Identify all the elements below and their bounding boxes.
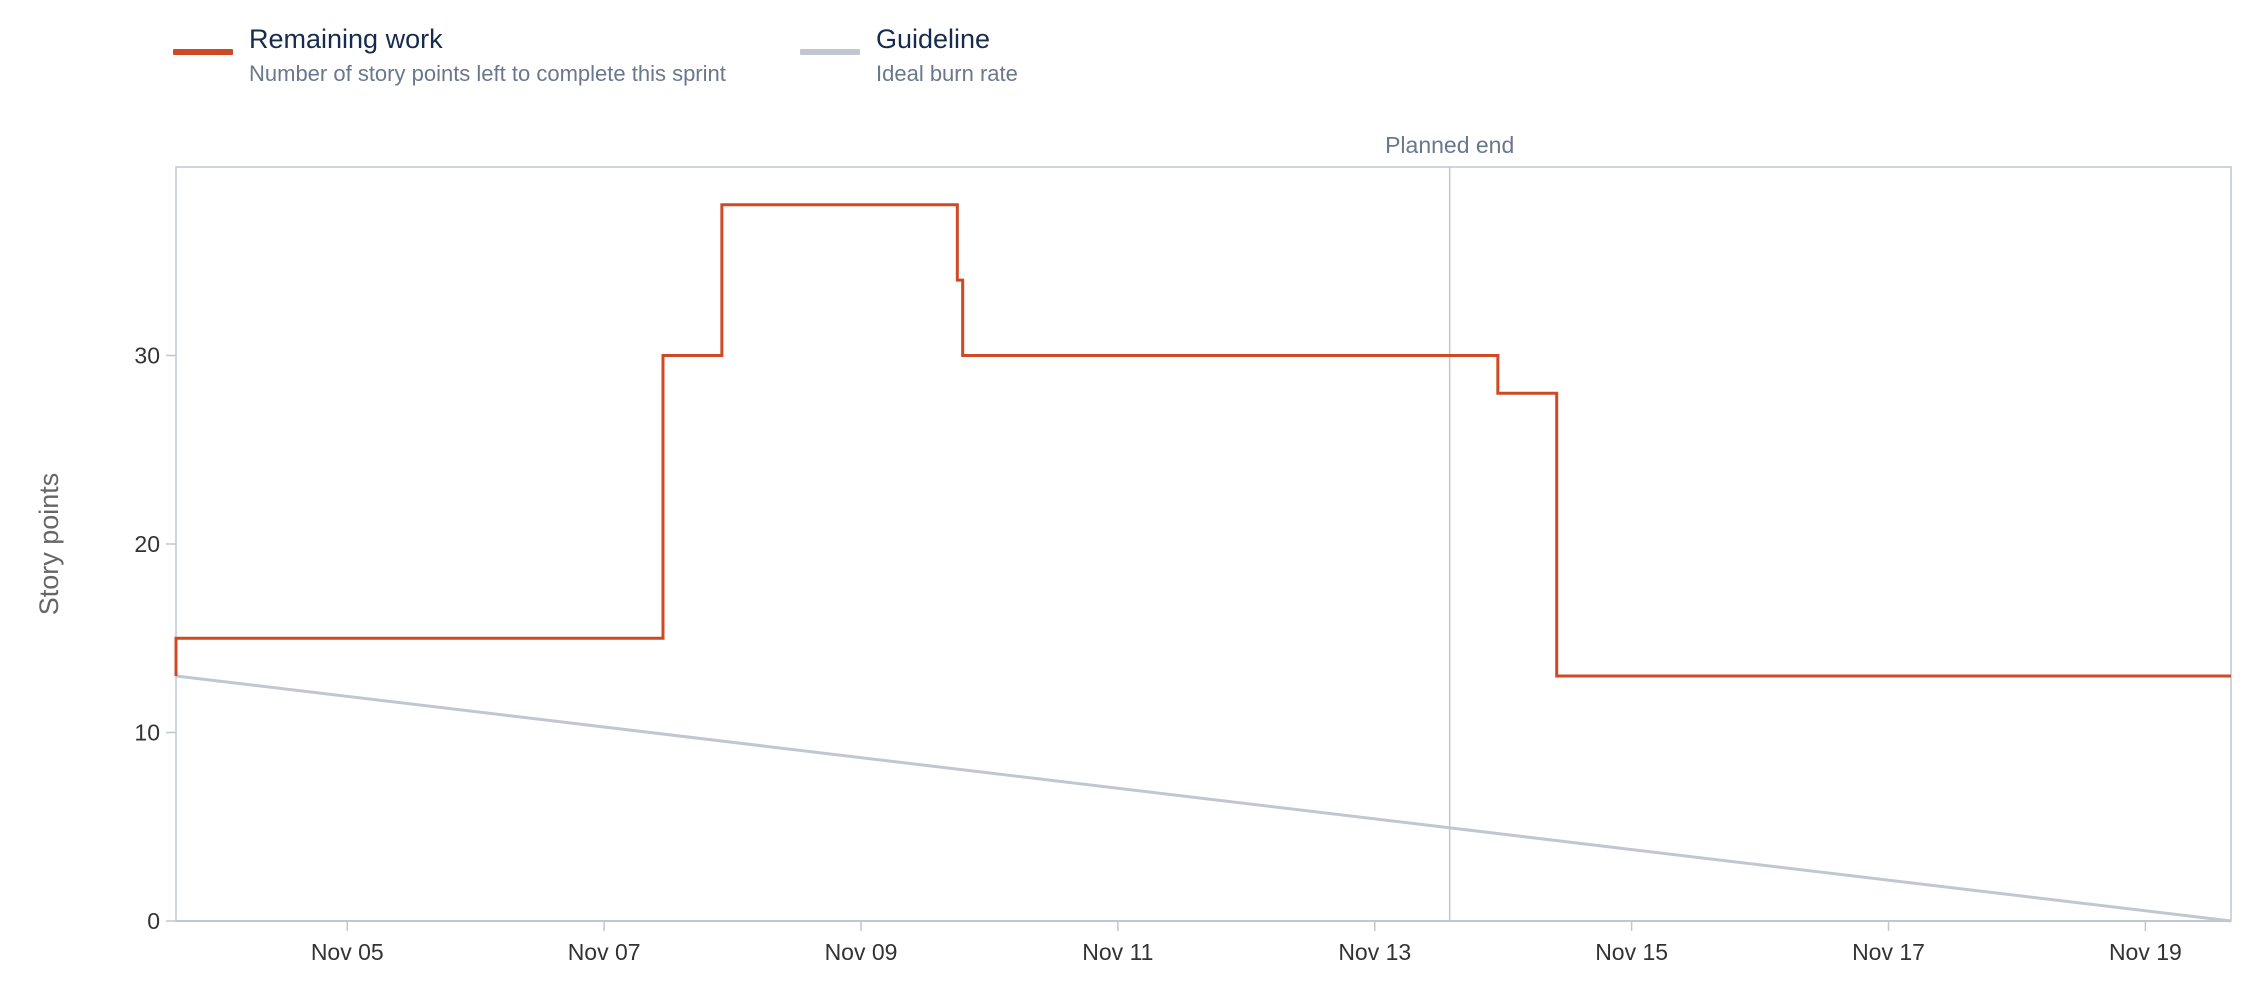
y-tick-label: 20 — [134, 531, 160, 557]
x-tick-label: Nov 13 — [1338, 939, 1411, 965]
legend: Remaining work Number of story points le… — [173, 24, 1018, 86]
series-line-remaining-work[interactable] — [174, 203, 2231, 678]
legend-title-guideline: Guideline — [876, 24, 990, 54]
legend-swatch-guideline — [800, 49, 860, 55]
x-tick-label: Nov 15 — [1595, 939, 1668, 965]
legend-item-guideline[interactable]: Guideline Ideal burn rate — [800, 24, 1018, 86]
y-axis-title: Story points — [34, 473, 64, 616]
legend-description-guideline: Ideal burn rate — [876, 61, 1018, 86]
x-tick-label: Nov 11 — [1082, 939, 1153, 965]
x-tick-label: Nov 07 — [568, 939, 641, 965]
planned-end-label: Planned end — [1385, 132, 1514, 158]
x-tick-label: Nov 05 — [311, 939, 384, 965]
legend-swatch-remaining-work — [173, 49, 233, 55]
y-tick-label: 10 — [134, 720, 160, 746]
plot-area-frame — [175, 166, 2232, 922]
y-tick-label: 0 — [147, 908, 160, 934]
annotations: Planned end — [1385, 132, 1514, 921]
series-line-guideline[interactable] — [175, 674, 2232, 923]
y-axis-ticks: 0 10 20 30 — [134, 343, 176, 934]
x-tick-label: Nov 09 — [825, 939, 898, 965]
x-tick-label: Nov 19 — [2109, 939, 2182, 965]
y-tick-label: 30 — [134, 343, 160, 369]
series-layer — [174, 203, 2232, 923]
legend-title-remaining-work: Remaining work — [249, 24, 443, 54]
x-axis-ticks: Nov 05 Nov 07 Nov 09 Nov 11 Nov 13 Nov 15 Nov … — [311, 921, 2182, 965]
legend-description-remaining-work: Number of story points left to complete … — [249, 61, 726, 86]
legend-item-remaining-work[interactable]: Remaining work Number of story points le… — [173, 24, 726, 86]
x-tick-label: Nov 17 — [1852, 939, 1925, 965]
